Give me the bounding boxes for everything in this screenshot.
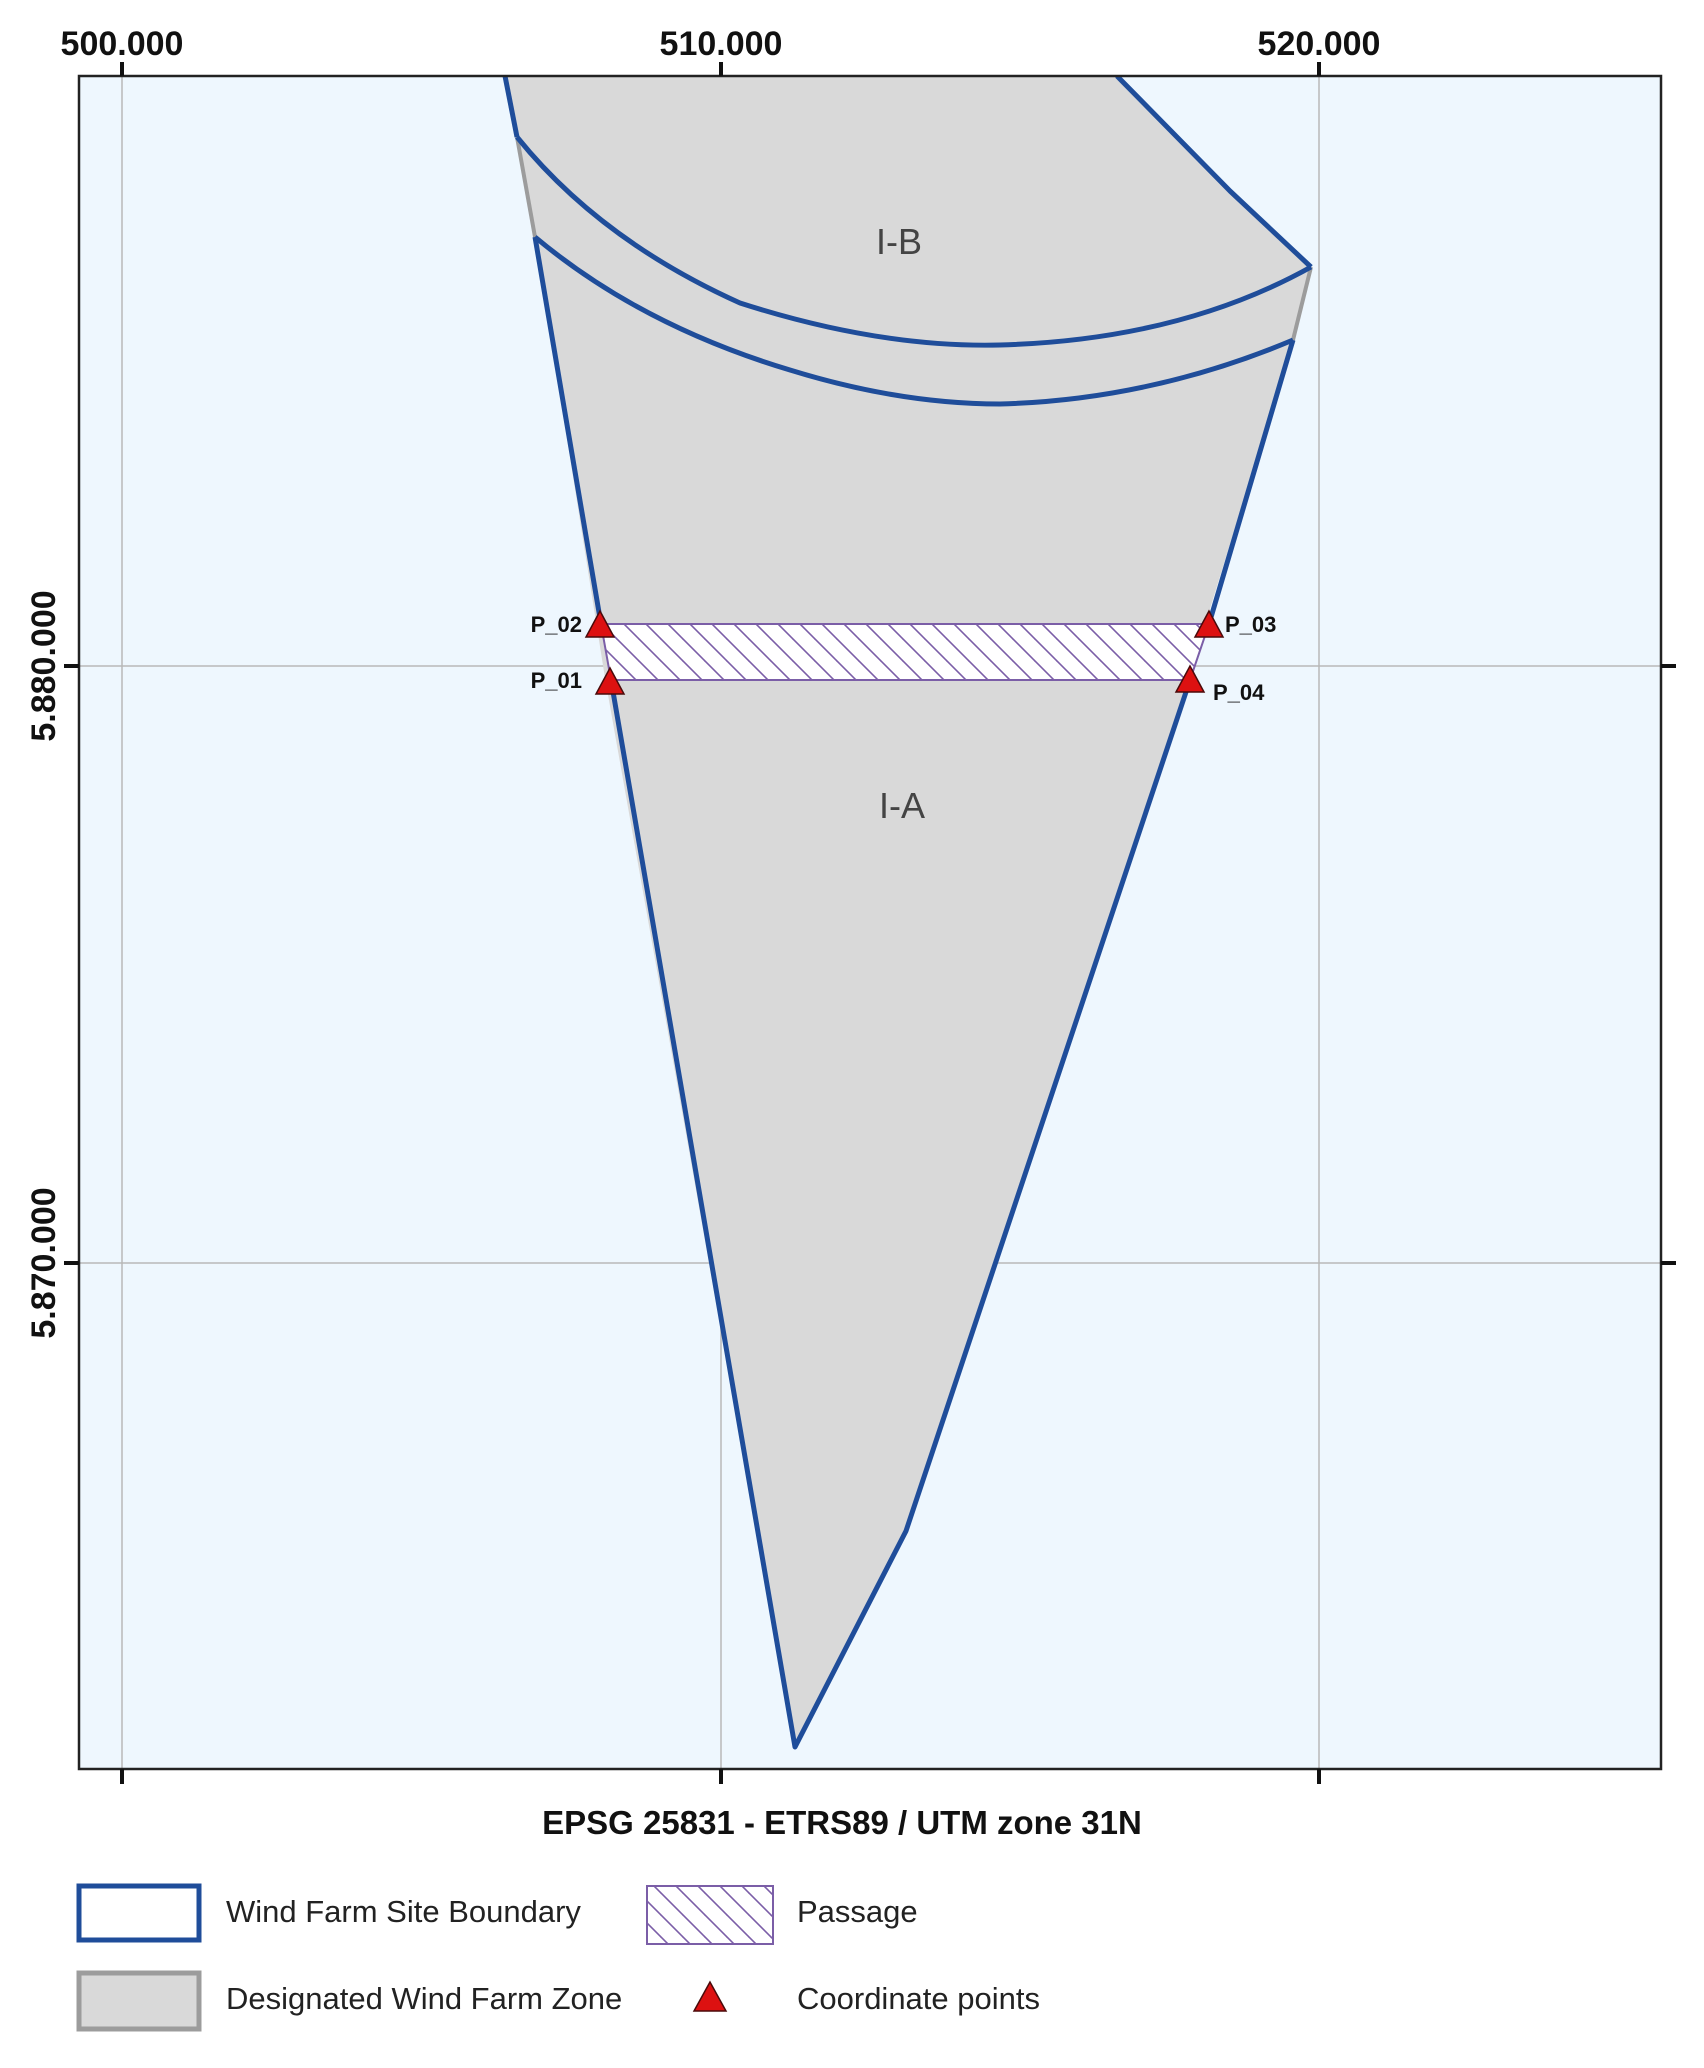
legend-symbol-zone — [76, 1970, 202, 2032]
boundary-arc-upper — [515, 135, 1313, 348]
point-label-p03: P_03 — [1225, 612, 1276, 637]
legend-symbol-passage — [646, 1885, 774, 1945]
zone-label-i-a: I-A — [879, 785, 925, 826]
zone-edge-west — [515, 136, 537, 238]
x-tick-label: 510.000 — [660, 25, 783, 63]
boundary-east-mid — [1206, 339, 1296, 625]
coordinate-points — [584, 609, 1225, 695]
site-boundary — [502, 76, 1313, 1750]
point-marker-p01 — [594, 666, 626, 695]
x-tick-label: 500.000 — [61, 25, 184, 63]
legend-label-boundary: Wind Farm Site Boundary — [226, 1894, 581, 1929]
legend-label-points: Coordinate points — [797, 1981, 1040, 2016]
boundary-lower — [608, 679, 1193, 1750]
point-label-p02: P_02 — [531, 612, 582, 637]
boundary-west-top — [502, 76, 520, 138]
zone-i-b — [505, 76, 1311, 410]
point-label-p01: P_01 — [531, 668, 582, 693]
point-marker-p04 — [1174, 664, 1206, 693]
legend-symbol-points — [692, 1980, 728, 2012]
legend-label-passage: Passage — [797, 1894, 918, 1929]
zone-i-a — [535, 237, 1293, 1747]
boundary-west-mid — [532, 236, 604, 625]
legend-label-zone: Designated Wind Farm Zone — [226, 1981, 622, 2016]
legend-symbol-boundary — [76, 1883, 202, 1943]
map-frame — [77, 74, 1663, 1771]
zone-edge-east — [1291, 266, 1313, 341]
point-marker-p03 — [1193, 609, 1225, 638]
passage-area — [599, 623, 1211, 681]
point-marker-p02 — [584, 609, 616, 638]
boundary-arc-lower — [533, 235, 1294, 407]
legend: Wind Farm Site Boundary Passage Designat… — [76, 1883, 1040, 2032]
point-label-p04: P_04 — [1213, 680, 1265, 705]
x-tick-label: 520.000 — [1258, 25, 1381, 63]
zone-label-i-b: I-B — [876, 221, 922, 262]
crs-label: EPSG 25831 - ETRS89 / UTM zone 31N — [542, 1804, 1142, 1841]
axis-ticks — [64, 62, 1676, 1784]
boundary-east-top — [1115, 76, 1313, 269]
y-tick-label: 5.880.000 — [25, 590, 63, 741]
y-tick-label: 5.870.000 — [25, 1187, 63, 1338]
